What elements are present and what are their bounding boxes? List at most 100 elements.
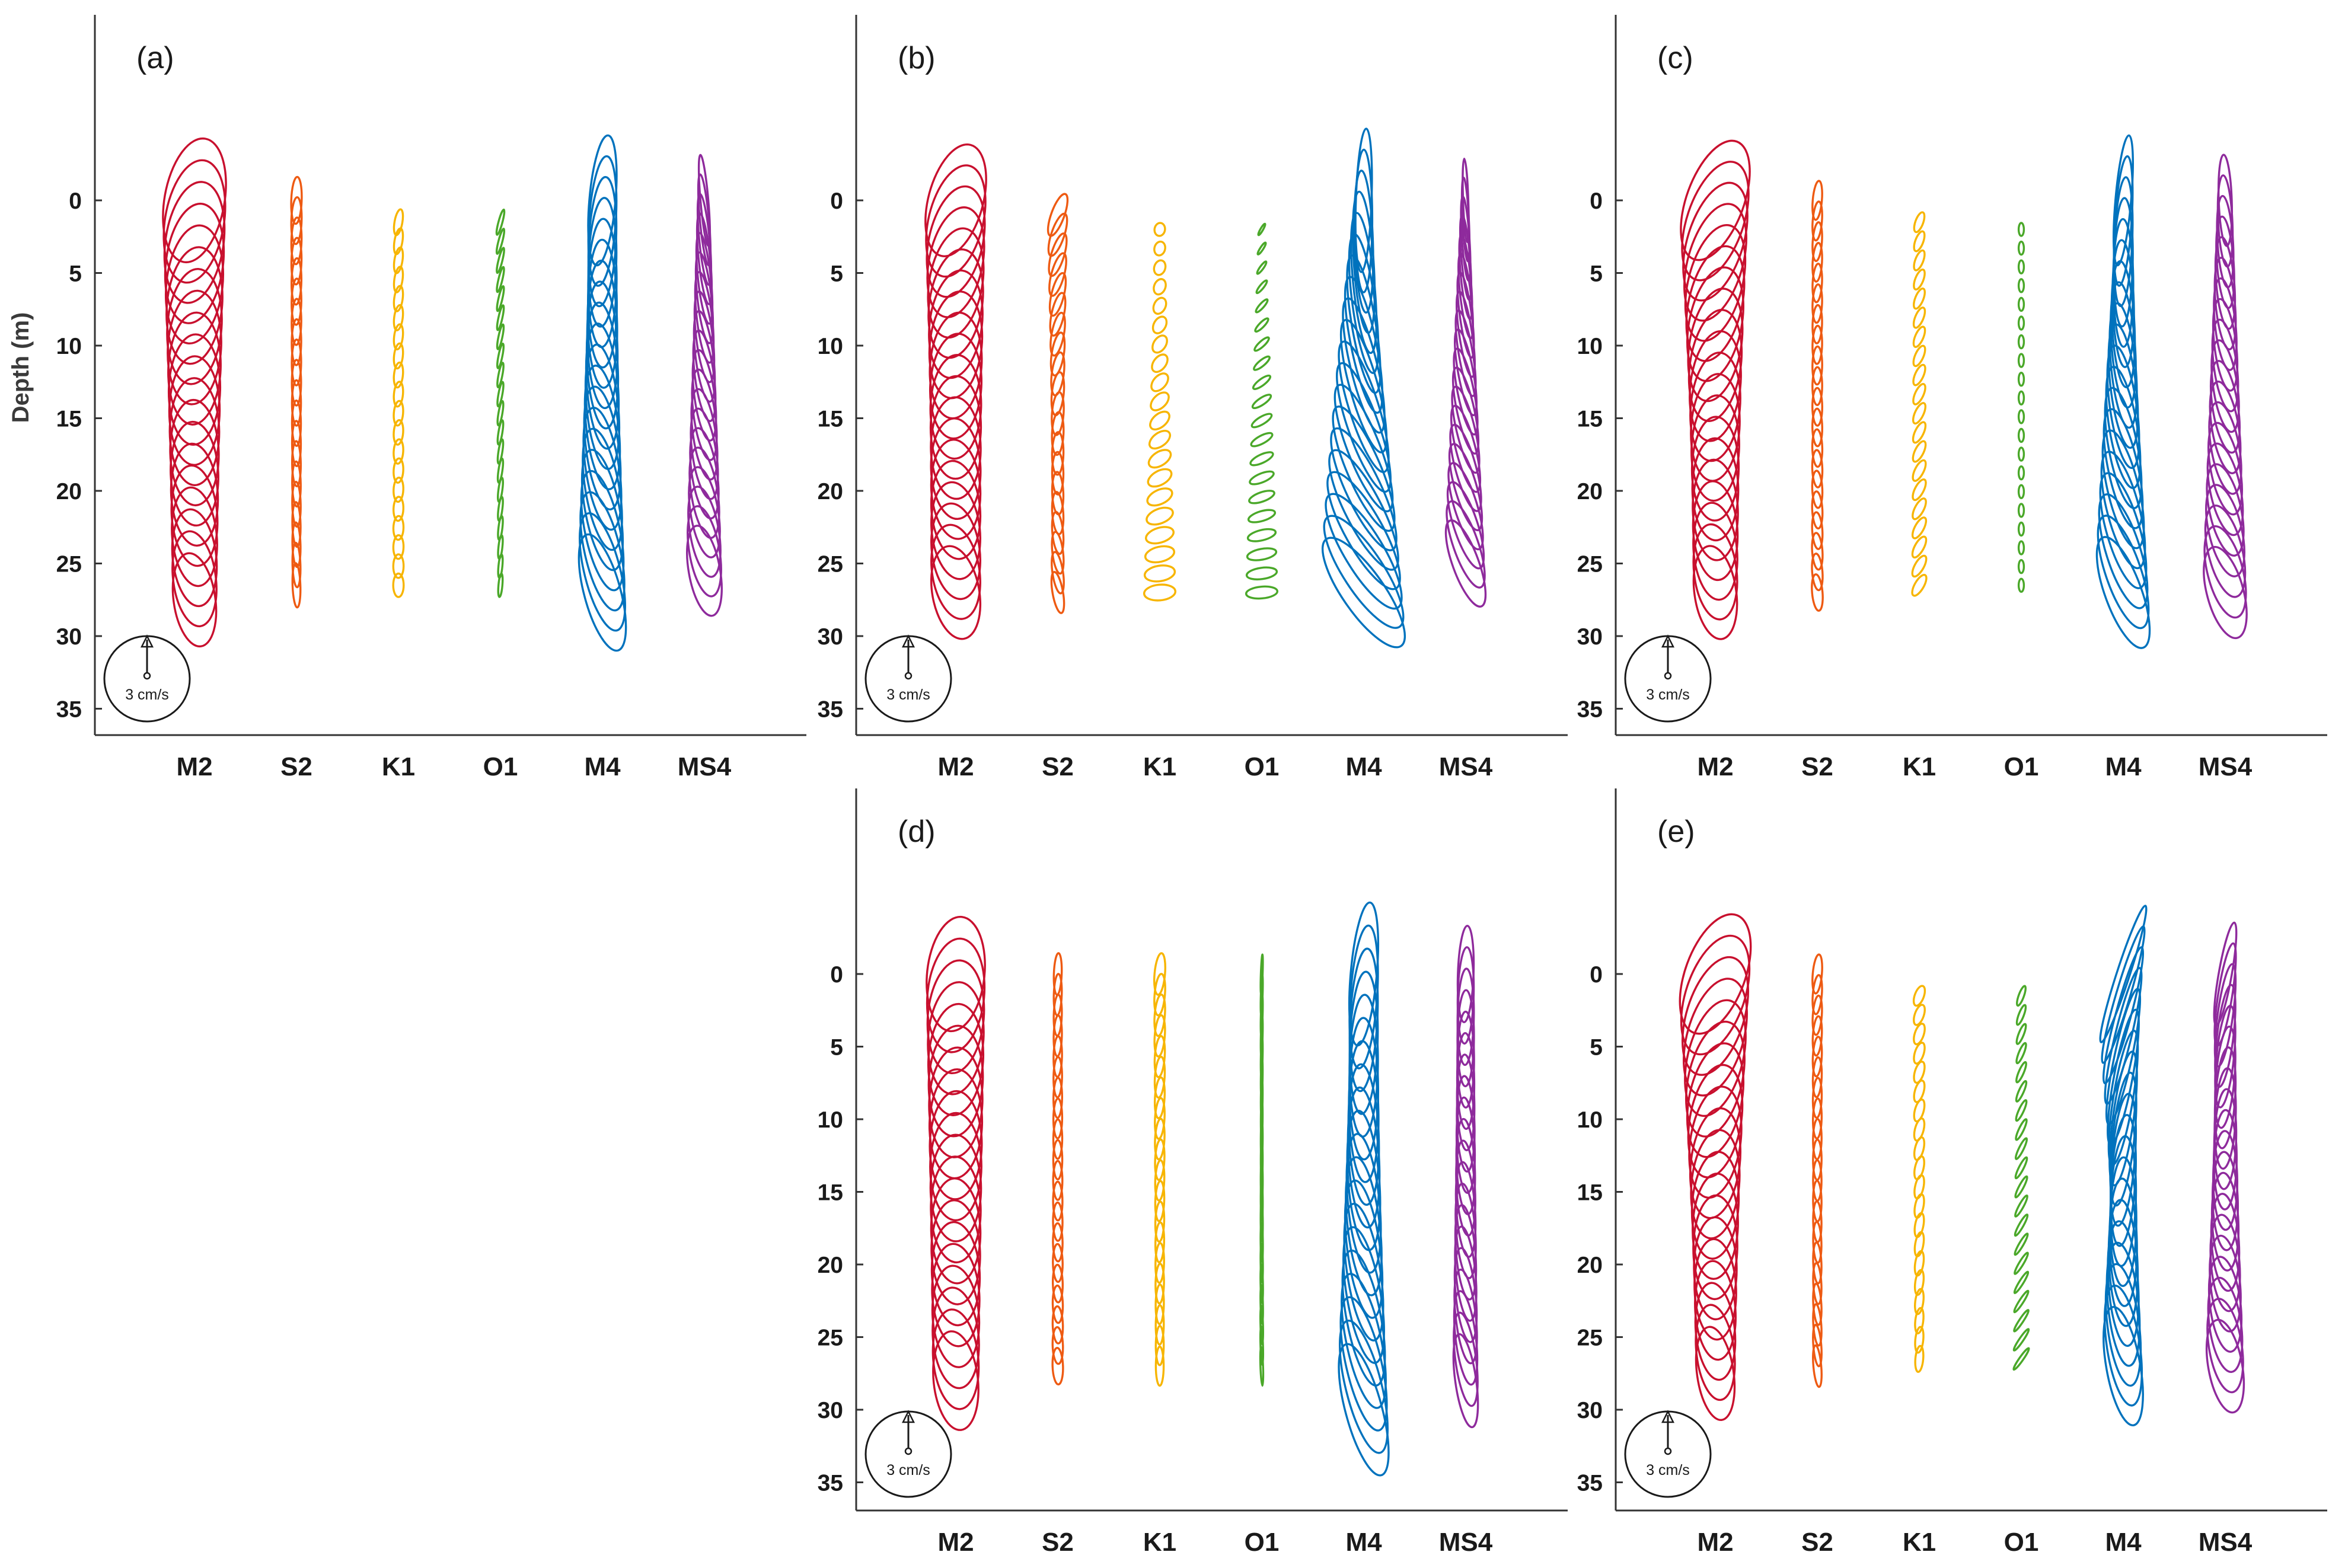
tidal-ellipse-s2 — [1051, 431, 1065, 476]
y-tick-label: 35 — [818, 1471, 843, 1496]
ellipse-series-ms4 — [1452, 924, 1479, 1429]
panel-tag: (a) — [136, 41, 174, 75]
tidal-ellipse-ms4 — [1449, 423, 1482, 512]
tidal-ellipse-k1 — [392, 553, 405, 579]
tidal-ellipse-m4 — [2103, 408, 2144, 529]
tidal-ellipse-o1 — [2015, 985, 2027, 1007]
y-tick-label: 15 — [818, 407, 843, 432]
y-tick-label: 15 — [818, 1180, 843, 1206]
tidal-ellipse-k1 — [393, 285, 404, 312]
x-category-label: O1 — [1245, 1528, 1280, 1557]
tidal-ellipse-o1 — [1255, 279, 1268, 295]
tidal-ellipse-m2 — [167, 311, 222, 426]
tidal-ellipse-k1 — [1913, 1098, 1926, 1123]
panel-tag: (b) — [898, 41, 936, 75]
tidal-ellipse-m4 — [2097, 515, 2150, 630]
tidal-ellipse-o1 — [496, 362, 505, 389]
y-tick-label: 30 — [818, 624, 843, 650]
tidal-ellipse-s2 — [290, 216, 303, 266]
tidal-ellipse-o1 — [1250, 413, 1273, 429]
ellipse-series-k1 — [392, 208, 405, 598]
tidal-ellipse-k1 — [1914, 1307, 1925, 1334]
tidal-ellipse-m2 — [1692, 1194, 1738, 1301]
tidal-ellipse-o1 — [2014, 1137, 2028, 1160]
ellipse-series-s2 — [290, 175, 303, 609]
tidal-ellipse-ms4 — [2213, 963, 2237, 1068]
tidal-ellipse-k1 — [1153, 278, 1167, 296]
tidal-ellipse-m4 — [1338, 1343, 1390, 1477]
tidal-ellipse-o1 — [2014, 1156, 2028, 1180]
tidal-ellipse-s2 — [291, 562, 302, 609]
scale-label: 3 cm/s — [1646, 1462, 1690, 1478]
tidal-ellipse-ms4 — [691, 368, 718, 461]
tidal-ellipse-m4 — [583, 385, 622, 511]
tidal-ellipse-ms4 — [1453, 1311, 1479, 1407]
tidal-ellipse-k1 — [1912, 440, 1927, 463]
tidal-ellipse-m4 — [1323, 515, 1405, 629]
tidal-ellipse-s2 — [1811, 263, 1823, 304]
y-tick-label: 0 — [69, 189, 82, 214]
tidal-ellipse-m2 — [1686, 266, 1744, 382]
tidal-ellipse-s2 — [1811, 449, 1824, 488]
y-tick-label: 25 — [818, 552, 843, 577]
x-category-label: M4 — [2105, 752, 2142, 781]
y-tick-label: 25 — [56, 552, 82, 577]
tidal-ellipse-ms4 — [2206, 1298, 2244, 1394]
ellipse-series-ms4 — [686, 154, 723, 617]
ellipse-series-m4 — [1338, 901, 1390, 1477]
tidal-ellipse-o1 — [496, 419, 505, 446]
tidal-ellipse-k1 — [1913, 1061, 1926, 1084]
tidal-ellipse-s2 — [1811, 387, 1824, 427]
tidal-ellipse-m4 — [1345, 1156, 1383, 1296]
tidal-ellipse-m2 — [930, 1155, 982, 1264]
tidal-ellipse-m2 — [927, 1024, 984, 1138]
y-tick-label: 25 — [1577, 552, 1603, 577]
tidal-ellipse-ms4 — [1450, 404, 1482, 493]
tidal-ellipse-s2 — [1051, 451, 1065, 496]
tidal-ellipse-ms4 — [1452, 1333, 1479, 1429]
y-tick-label: 35 — [1577, 1471, 1603, 1496]
tidal-ellipse-o1 — [2017, 259, 2025, 274]
tidal-ellipse-m4 — [2100, 451, 2146, 570]
tidal-ellipse-o1 — [1250, 432, 1274, 448]
tidal-ellipse-s2 — [1051, 1347, 1064, 1385]
tidal-ellipse-o1 — [2012, 1328, 2030, 1352]
tidal-ellipse-k1 — [1154, 1200, 1166, 1243]
tidal-ellipse-o1 — [2012, 1347, 2030, 1371]
tidal-ellipse-o1 — [497, 572, 504, 598]
x-category-label: K1 — [1143, 1528, 1176, 1557]
tidal-ellipse-ms4 — [2204, 504, 2247, 598]
x-category-label: M2 — [176, 752, 212, 781]
tidal-ellipse-k1 — [1913, 1023, 1926, 1046]
tidal-ellipse-k1 — [1154, 1117, 1166, 1161]
tidal-ellipse-m4 — [2105, 1241, 2141, 1367]
tidal-ellipse-s2 — [1051, 1326, 1064, 1365]
tidal-ellipse-o1 — [2015, 1023, 2027, 1045]
tidal-ellipse-m2 — [1692, 545, 1738, 640]
tidal-ellipse-m2 — [162, 137, 227, 264]
tidal-ellipse-o1 — [496, 304, 505, 331]
tidal-ellipse-k1 — [1151, 315, 1168, 334]
y-tick-label: 20 — [818, 479, 843, 504]
tidal-ellipse-k1 — [1144, 545, 1176, 564]
y-axis-title-group: Depth (m) — [8, 312, 34, 423]
y-tick-label: 35 — [1577, 697, 1603, 723]
tidal-ellipse-k1 — [1153, 240, 1166, 257]
tidal-ellipse-s2 — [1811, 953, 1823, 995]
tidal-ellipse-m4 — [583, 365, 621, 490]
tidal-ellipse-s2 — [291, 481, 302, 528]
x-category-label: S2 — [280, 752, 312, 781]
tidal-ellipse-o1 — [496, 266, 505, 293]
tidal-ellipse-m2 — [927, 1002, 985, 1116]
tidal-ellipse-o1 — [2017, 465, 2025, 481]
x-category-label: M2 — [937, 752, 974, 781]
tidal-ellipse-m4 — [579, 512, 626, 632]
tidal-ellipse-ms4 — [1451, 366, 1480, 455]
tidal-ellipse-m4 — [2099, 472, 2148, 589]
y-tick-label: 35 — [818, 697, 843, 723]
tidal-ellipse-s2 — [1812, 1303, 1823, 1347]
tidal-ellipse-k1 — [1911, 574, 1928, 597]
ellipse-series-o1 — [1245, 222, 1279, 600]
ellipse-series-m4 — [1321, 127, 1406, 649]
